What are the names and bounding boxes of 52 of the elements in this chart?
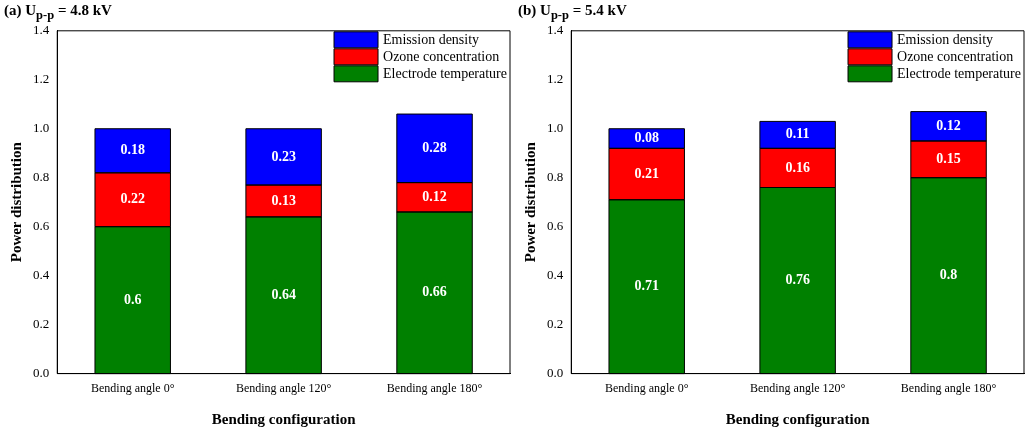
y-tick-label: 0.4 bbox=[33, 267, 50, 283]
y-tick-label: 0.4 bbox=[547, 267, 564, 283]
x-tick-label: Bending angle 180° bbox=[386, 380, 483, 395]
data-label: 0.18 bbox=[120, 142, 145, 158]
x-tick-label: Bending angle 120° bbox=[749, 380, 846, 395]
y-tick-label: 0.8 bbox=[547, 169, 564, 185]
x-axis-title: Bending configuration bbox=[725, 410, 871, 427]
data-label: 0.08 bbox=[634, 130, 659, 146]
x-tick-label: Bending angle 180° bbox=[900, 380, 997, 395]
data-label: 0.64 bbox=[271, 286, 296, 302]
x-tick-label: Bending angle 0° bbox=[90, 380, 175, 395]
y-tick-label: 0.6 bbox=[547, 218, 564, 234]
legend-label: Emission density bbox=[897, 31, 994, 47]
y-tick-label: 0.8 bbox=[33, 169, 50, 185]
data-label: 0.12 bbox=[936, 117, 961, 133]
chart-title: (a) U$_{p-p}$ = 4.8 kV bbox=[4, 2, 112, 23]
data-label: 0.28 bbox=[422, 139, 447, 155]
data-label: 0.71 bbox=[634, 278, 659, 294]
y-tick-label: 1.4 bbox=[547, 22, 564, 38]
y-tick-label: 1.4 bbox=[33, 22, 50, 38]
data-label: 0.8 bbox=[939, 267, 958, 283]
data-label: 0.13 bbox=[271, 192, 296, 208]
y-tick-label: 0.2 bbox=[33, 316, 50, 332]
y-tick-label: 0.0 bbox=[33, 365, 50, 381]
y-tick-label: 0.6 bbox=[33, 218, 50, 234]
legend-label: Emission density bbox=[383, 31, 480, 47]
x-axis-title: Bending configuration bbox=[211, 410, 357, 427]
data-label: 0.22 bbox=[120, 191, 145, 207]
data-label: 0.6 bbox=[123, 291, 142, 307]
y-tick-label: 1.0 bbox=[547, 120, 564, 136]
data-label: 0.23 bbox=[271, 148, 296, 164]
data-label: 0.11 bbox=[785, 126, 810, 142]
legend-label: Ozone concentration bbox=[383, 48, 500, 64]
y-tick-label: 1.2 bbox=[547, 71, 564, 87]
data-label: 0.66 bbox=[422, 284, 447, 300]
x-tick-label: Bending angle 0° bbox=[604, 380, 689, 395]
y-axis-title: Power distribution bbox=[521, 141, 538, 263]
y-axis-title: Power distribution bbox=[7, 141, 24, 263]
data-label: 0.76 bbox=[785, 272, 810, 288]
y-tick-label: 1.0 bbox=[33, 120, 50, 136]
data-label: 0.21 bbox=[634, 165, 659, 181]
legend-label: Electrode temperature bbox=[383, 65, 507, 81]
y-tick-label: 1.2 bbox=[33, 71, 50, 87]
data-label: 0.15 bbox=[936, 150, 961, 166]
y-tick-label: 0.0 bbox=[547, 365, 564, 381]
y-tick-label: 0.2 bbox=[547, 316, 564, 332]
x-tick-label: Bending angle 120° bbox=[235, 380, 332, 395]
legend-label: Electrode temperature bbox=[897, 65, 1021, 81]
data-label: 0.16 bbox=[785, 159, 810, 175]
chart-title: (b) U$_{p-p}$ = 5.4 kV bbox=[518, 2, 627, 23]
data-label: 0.12 bbox=[422, 188, 447, 204]
legend-label: Ozone concentration bbox=[897, 48, 1014, 64]
